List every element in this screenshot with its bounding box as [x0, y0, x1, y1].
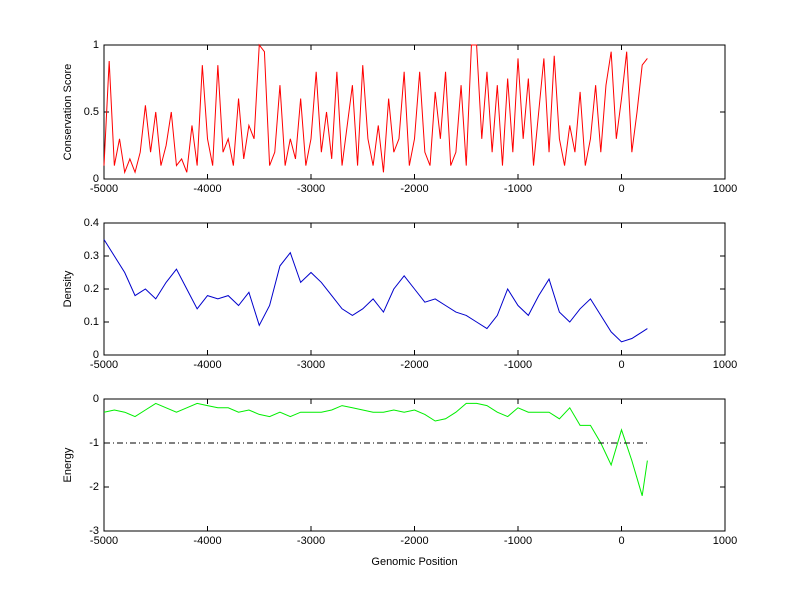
x-tick-label: -5000 — [90, 183, 118, 195]
x-tick-label: 1000 — [713, 183, 737, 195]
y-tick-label: 0.4 — [84, 217, 99, 229]
y-tick-label: -3 — [89, 525, 99, 537]
y-tick-label: 0 — [93, 173, 99, 185]
x-tick-label: -4000 — [193, 535, 221, 547]
y-tick-label: 0 — [93, 393, 99, 405]
x-tick-label: 0 — [618, 183, 624, 195]
x-tick-label: -3000 — [297, 535, 325, 547]
x-tick-label: 1000 — [713, 359, 737, 371]
x-tick-label: -5000 — [90, 359, 118, 371]
y-tick-label: -2 — [89, 481, 99, 493]
x-tick-label: -2000 — [400, 535, 428, 547]
x-tick-label: -4000 — [193, 359, 221, 371]
x-tick-label: -2000 — [400, 359, 428, 371]
y-tick-label: 0.3 — [84, 250, 99, 262]
x-tick-label: -4000 — [193, 183, 221, 195]
x-tick-label: -5000 — [90, 535, 118, 547]
axes-frame — [103, 44, 726, 180]
y-tick-label: 0 — [93, 349, 99, 361]
y-axis-label: Density — [62, 270, 74, 307]
axes-frame — [103, 398, 726, 532]
y-axis-label: Energy — [62, 447, 74, 482]
x-tick-label: -1000 — [504, 359, 532, 371]
x-tick-label: -1000 — [504, 183, 532, 195]
x-tick-label: 1000 — [713, 535, 737, 547]
y-tick-label: 0.5 — [84, 106, 99, 118]
y-tick-label: 0.2 — [84, 283, 99, 295]
data-line — [103, 43, 648, 175]
y-axis-label: Conservation Score — [62, 64, 74, 161]
x-tick-label: 0 — [618, 535, 624, 547]
data-line — [103, 402, 648, 496]
x-tick-label: -1000 — [504, 535, 532, 547]
x-tick-label: -3000 — [297, 359, 325, 371]
y-tick-label: 1 — [93, 39, 99, 51]
data-line — [103, 239, 648, 343]
x-tick-label: -3000 — [297, 183, 325, 195]
y-tick-label: -1 — [89, 437, 99, 449]
x-tick-label: 0 — [618, 359, 624, 371]
y-tick-label: 0.1 — [84, 316, 99, 328]
x-axis-label: Genomic Position — [371, 556, 457, 568]
x-tick-label: -2000 — [400, 183, 428, 195]
